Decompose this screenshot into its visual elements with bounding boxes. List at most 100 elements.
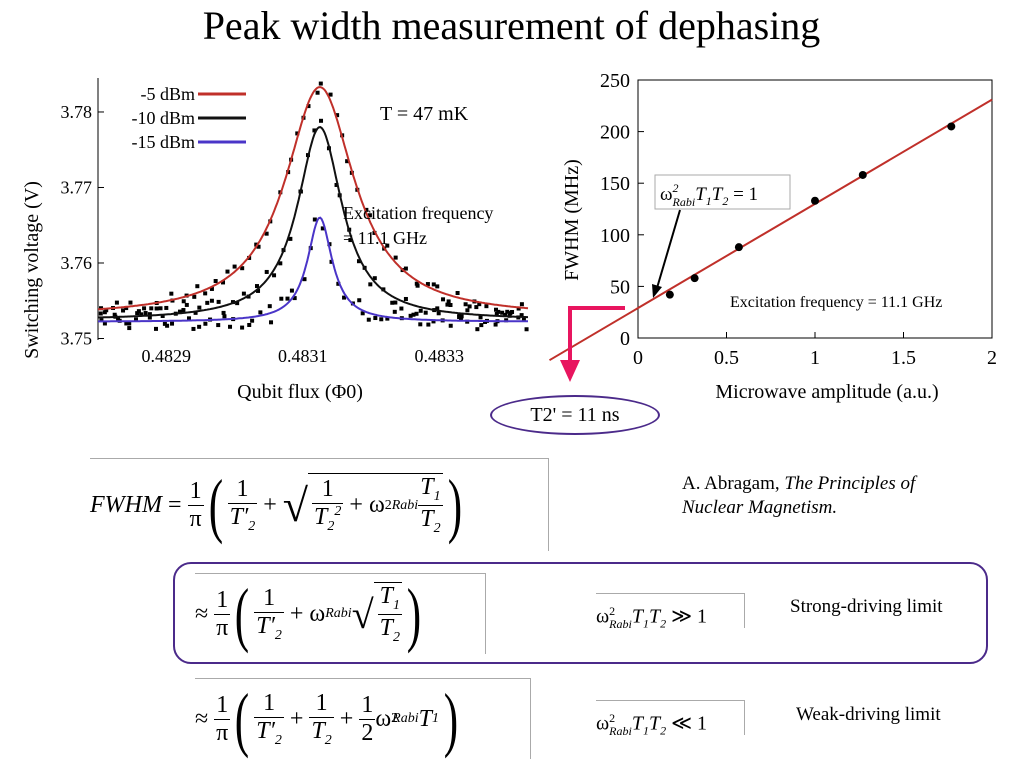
data-point [446,299,451,304]
fwhm-point [690,274,699,283]
fwhm-point [811,196,819,205]
data-point [285,296,290,301]
right-y-tick-label: 0 [620,328,630,350]
data-point [441,297,446,302]
data-point [127,321,132,326]
data-point [104,308,109,313]
data-point [385,243,390,248]
data-point [457,315,462,320]
data-point [302,277,307,282]
data-point [390,300,395,305]
data-point [169,291,174,296]
data-point [336,281,341,286]
data-point [403,266,408,271]
data-point [364,207,369,212]
left-chart-legend: -5 dBm -10 dBm -15 dBm [131,84,246,152]
data-point [147,315,152,320]
data-point [425,282,430,287]
data-point [135,311,140,316]
data-point [373,316,378,321]
data-point [320,226,325,231]
data-point [360,311,365,316]
data-point [258,310,263,315]
data-point [479,323,484,328]
data-point [334,182,339,187]
citation: A. Abragam, The Principles of Nuclear Ma… [682,472,915,520]
data-point [356,259,361,264]
data-point [181,299,186,304]
data-point [272,273,277,278]
data-point [477,302,482,307]
data-point [124,321,129,326]
data-point [519,313,524,318]
strong-condition: ω2RabiT1T2 ≫ 1 [596,593,745,631]
data-point [121,308,126,313]
right-y-tick-label: 100 [600,225,630,247]
data-point [335,113,340,118]
data-point [505,309,510,314]
fwhm-point [858,170,867,179]
left-chart-axes: 3.75 3.76 3.77 3.78 0.4829 0.4831 0.4833 [61,78,464,366]
legend-label: -5 dBm [140,84,195,104]
fit-line [548,98,993,362]
data-point [435,284,440,289]
data-point [312,128,317,133]
data-point [463,302,468,307]
right-x-tick-label: 2 [987,347,997,369]
data-point [292,296,297,301]
data-point [181,308,186,313]
data-point [177,309,182,314]
data-point [164,305,169,310]
data-point [254,242,259,247]
data-point [170,321,175,326]
data-point [503,312,508,317]
data-point [160,313,165,318]
excitation-annotation-line2: = 11.1 GHz [343,228,427,248]
data-point [193,310,198,315]
data-point [235,301,240,306]
data-point [269,320,274,325]
data-point [478,315,483,320]
data-point [516,306,521,311]
data-point [493,307,498,312]
data-point [209,298,214,303]
fwhm-point [665,290,674,299]
data-point [368,282,373,287]
data-point [393,255,398,260]
left-x-tick-label: 0.4831 [278,346,328,366]
right-x-tick-label: 0.5 [714,347,739,369]
data-point [278,261,283,266]
data-point [418,322,423,327]
data-point [216,323,221,328]
data-point [519,302,524,307]
data-point [184,302,189,307]
data-point [221,310,226,315]
data-point [494,311,499,316]
data-point [459,314,464,319]
data-point [414,311,419,316]
data-point [455,290,460,295]
data-point [500,310,505,315]
right-y-tick-label: 250 [600,70,630,92]
data-point [279,296,284,301]
data-point [203,291,208,296]
left-y-tick-label: 3.75 [61,328,93,348]
fwhm-chart: 0 50 100 150 200 250 0 0.5 1 1.5 2 Excitation freq… [548,70,997,403]
data-point [288,236,293,241]
temperature-annotation: T = 47 mK [380,103,469,125]
left-y-tick-label: 3.78 [61,102,93,122]
data-point [256,244,261,249]
left-y-tick-label: 3.76 [61,253,93,273]
data-point [209,286,214,291]
citation-book-line2: Nuclear Magnetism. [682,497,838,518]
data-point [475,327,480,332]
data-point [250,318,255,323]
data-point [127,326,132,331]
data-point [315,90,320,95]
data-point [448,323,453,328]
left-y-axis-label: Switching voltage (V) [21,181,43,359]
data-point [197,305,202,310]
data-point [191,326,196,331]
